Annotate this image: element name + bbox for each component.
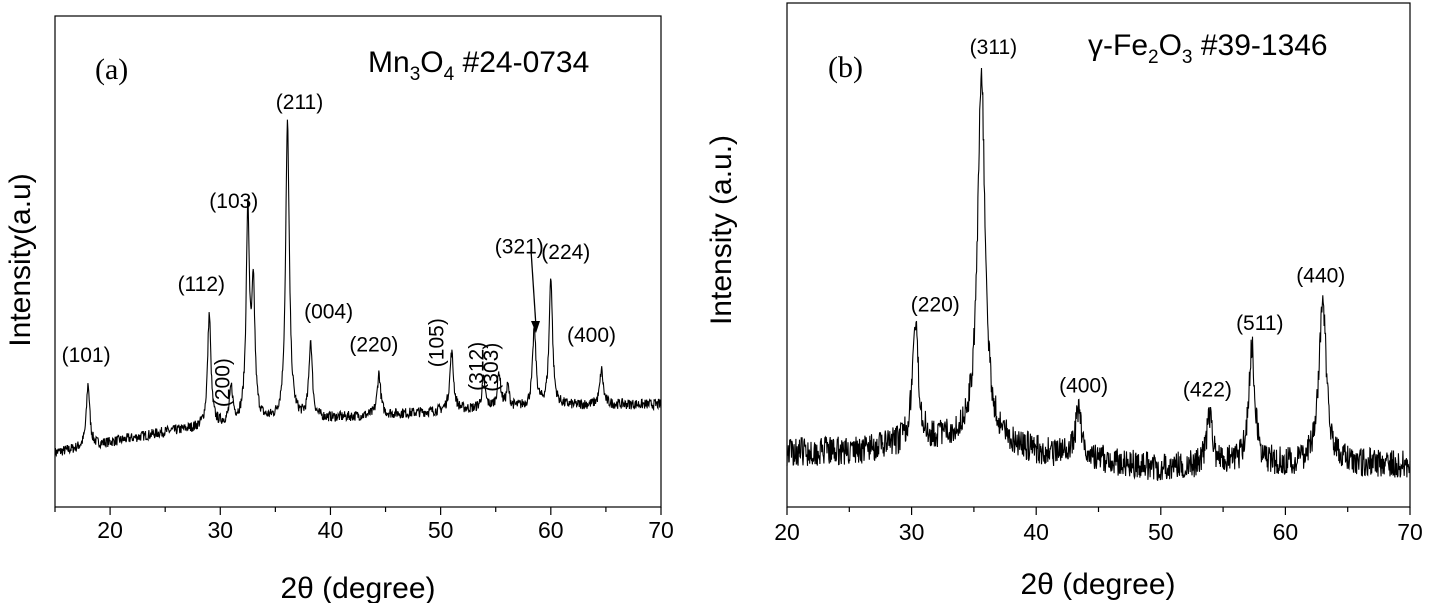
x-tick-label: 60: [1273, 519, 1299, 545]
peak-label: (200): [211, 358, 234, 407]
peak-label: (303): [480, 343, 503, 392]
panel-a-y-axis-label: Intensity(a.u): [4, 173, 37, 346]
panel-b-peak-labels: (220) (311) (400) (422) (511) (440): [911, 36, 1346, 401]
peak-label: (220): [911, 293, 960, 316]
peak-label: (312): [466, 342, 489, 391]
panel-a-peak-labels: (101) (112) (200) (103) (211) (004) (220) (105)…: [62, 91, 616, 407]
panel-b-plot-frame: [786, 2, 1411, 508]
panel-a-321-arrow: [530, 249, 540, 333]
panel-b-reference: γ-Fe2O3 #39-1346: [1088, 29, 1328, 68]
x-tick-label: 50: [428, 517, 454, 543]
x-tick-label: 40: [1023, 519, 1049, 545]
peak-label: (400): [1059, 374, 1108, 397]
x-tick-label: 30: [207, 517, 233, 543]
panel-a-x-axis-label: 2θ (degree): [280, 572, 435, 603]
x-tick-label: 50: [1148, 519, 1174, 545]
panel-b-label: (b): [828, 51, 863, 84]
peak-label: (224): [541, 241, 590, 264]
panel-a-label: (a): [95, 53, 128, 86]
peak-label: (311): [970, 36, 1017, 59]
x-tick-label: 20: [774, 519, 800, 545]
peak-label: (321): [495, 236, 544, 259]
peak-label: (004): [304, 300, 353, 323]
peak-label: (422): [1183, 378, 1232, 401]
peak-label: (101): [62, 344, 111, 367]
x-tick-label: 30: [899, 519, 925, 545]
peak-label: (220): [349, 333, 398, 356]
x-tick-label: 70: [648, 517, 674, 543]
x-tick-label: 20: [97, 517, 123, 543]
panel-b-x-axis: 20 30 40 50 60 70: [774, 507, 1423, 545]
panel-a-xrd-trace: [54, 119, 662, 458]
panel-b-chart: 20 30 40 50 60 70 (220) (311) (400) (422) (511) (4…: [705, 2, 1423, 601]
peak-label: (440): [1296, 264, 1345, 287]
peak-label: (112): [178, 273, 225, 296]
panel-a-chart: 20 30 40 50 60 70 (101) (112) (200) (103) (211) (0…: [4, 15, 674, 603]
panel-b-xrd-trace: [786, 67, 1411, 481]
peak-label: (400): [567, 324, 616, 347]
panel-b-x-axis-label: 2θ (degree): [1020, 568, 1175, 601]
panel-a-plot-frame: [54, 15, 662, 508]
x-tick-label: 40: [318, 517, 344, 543]
panel-b-y-axis-label: Intensity (a.u.): [705, 135, 738, 325]
peak-label: (103): [209, 190, 258, 213]
panel-a-reference: Mn3O4 #24-0734: [368, 46, 589, 85]
peak-label: (105): [426, 318, 449, 367]
peak-label: (211): [276, 91, 323, 114]
x-tick-label: 60: [538, 517, 564, 543]
peak-label: (511): [1236, 312, 1283, 335]
x-tick-label: 70: [1397, 519, 1423, 545]
panel-a-x-axis: 20 30 40 50 60 70: [54, 507, 674, 543]
